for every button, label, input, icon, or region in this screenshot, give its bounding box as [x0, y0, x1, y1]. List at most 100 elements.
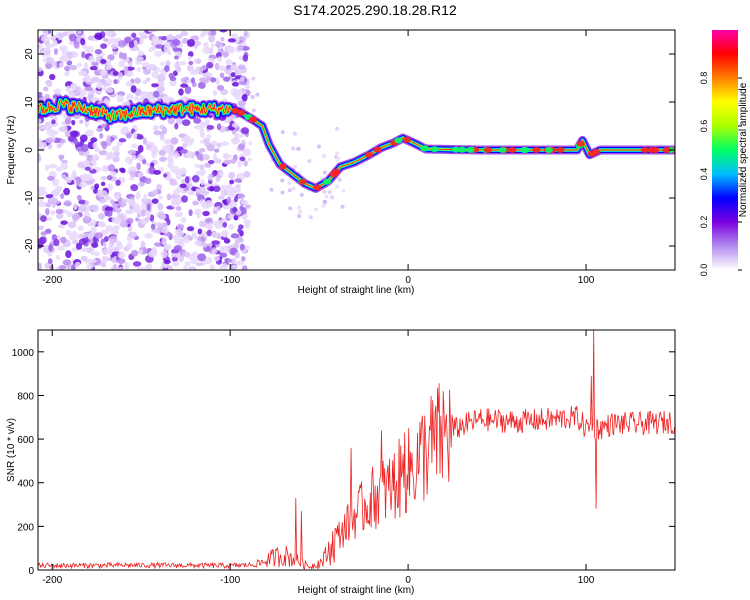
noise-blob	[197, 81, 206, 89]
noise-blob	[144, 217, 150, 222]
noise-blob	[237, 100, 246, 107]
noise-blob	[95, 128, 104, 133]
noise-blob	[87, 232, 94, 240]
noise-blob	[162, 126, 168, 135]
noise-blob	[234, 240, 240, 249]
noise-blob	[81, 143, 89, 152]
noise-blob	[181, 195, 188, 203]
noise-blob	[55, 208, 64, 214]
noise-blob	[171, 252, 180, 258]
noise-blob	[174, 170, 180, 176]
noise-blob	[217, 56, 222, 63]
noise-blob	[234, 178, 242, 183]
noise-blob	[184, 140, 194, 146]
noise-blob	[280, 178, 285, 183]
noise-blob	[228, 171, 236, 179]
ridge-peak	[587, 150, 596, 157]
noise-blob	[98, 212, 105, 220]
colorbar-tick-label: 0.0	[699, 264, 709, 277]
noise-blob	[153, 90, 161, 98]
noise-blob	[230, 88, 239, 97]
noise-blob	[115, 217, 122, 225]
noise-blob	[298, 209, 303, 214]
noise-blob	[206, 229, 213, 237]
noise-blob	[113, 246, 120, 252]
noise-blob	[188, 60, 194, 66]
noise-blob	[241, 265, 248, 270]
noise-blob	[59, 62, 64, 68]
noise-blob	[48, 244, 53, 252]
noise-blob	[141, 202, 148, 211]
noise-blob	[138, 31, 148, 37]
y-tick-label: 800	[17, 391, 34, 402]
noise-blob	[201, 121, 206, 129]
noise-blob	[162, 95, 171, 102]
noise-blob	[287, 188, 292, 193]
noise-blob	[198, 148, 206, 153]
y-tick-label: 1000	[12, 348, 35, 359]
noise-blob	[116, 141, 123, 147]
noise-blob	[53, 238, 60, 247]
noise-blob	[61, 174, 67, 180]
noise-blob	[132, 131, 138, 140]
noise-blob	[66, 60, 73, 66]
noise-blob	[38, 225, 44, 231]
noise-blob	[135, 191, 141, 200]
noise-blob	[80, 255, 87, 262]
noise-blob	[222, 51, 229, 58]
noise-blob	[163, 243, 172, 250]
noise-blob	[225, 59, 233, 65]
noise-blob	[81, 51, 86, 59]
noise-blob	[40, 35, 50, 43]
noise-blob	[79, 119, 84, 124]
noise-blob	[175, 117, 184, 125]
y-tick-label: 0	[28, 566, 34, 577]
noise-blob	[121, 198, 127, 203]
noise-blob	[205, 76, 212, 81]
noise-blob	[163, 173, 168, 178]
noise-blob	[322, 189, 327, 194]
noise-blob	[73, 138, 79, 145]
noise-blob	[78, 238, 88, 246]
ridge-peak	[420, 145, 429, 152]
noise-blob	[251, 76, 256, 81]
noise-blob	[157, 223, 164, 229]
noise-blob	[226, 196, 232, 205]
noise-blob	[174, 201, 181, 206]
noise-blob	[174, 211, 184, 218]
noise-blob	[156, 183, 163, 191]
noise-blob	[44, 164, 50, 171]
noise-blob	[68, 33, 77, 42]
noise-blob	[130, 166, 137, 172]
noise-blob	[191, 251, 199, 258]
noise-blob	[160, 61, 165, 67]
noise-blob	[78, 181, 88, 188]
ridge-peak	[323, 178, 332, 185]
noise-blob	[131, 249, 139, 257]
noise-blob	[114, 194, 121, 200]
noise-blob	[237, 133, 245, 138]
x-tick-label: 0	[405, 275, 411, 286]
noise-blob	[195, 188, 200, 193]
noise-blob	[44, 207, 50, 216]
noise-blob	[166, 218, 171, 226]
noise-blob	[93, 251, 100, 257]
noise-blob	[84, 86, 93, 92]
noise-blob	[297, 205, 302, 210]
noise-blob	[90, 96, 100, 102]
noise-blob	[56, 143, 62, 149]
noise-blob	[84, 45, 94, 54]
noise-blob	[135, 56, 144, 62]
noise-blob	[125, 81, 134, 87]
colorbar-gradient	[712, 30, 738, 270]
noise-blob	[190, 256, 199, 265]
noise-blob	[222, 76, 231, 82]
noise-blob	[168, 144, 175, 151]
noise-blob	[187, 39, 195, 47]
snr-y-label: SNR (10 * v/v)	[6, 418, 17, 482]
noise-blob	[238, 55, 244, 60]
y-tick-label: -10	[24, 190, 35, 205]
noise-blob	[221, 230, 228, 238]
noise-blob	[106, 174, 113, 181]
